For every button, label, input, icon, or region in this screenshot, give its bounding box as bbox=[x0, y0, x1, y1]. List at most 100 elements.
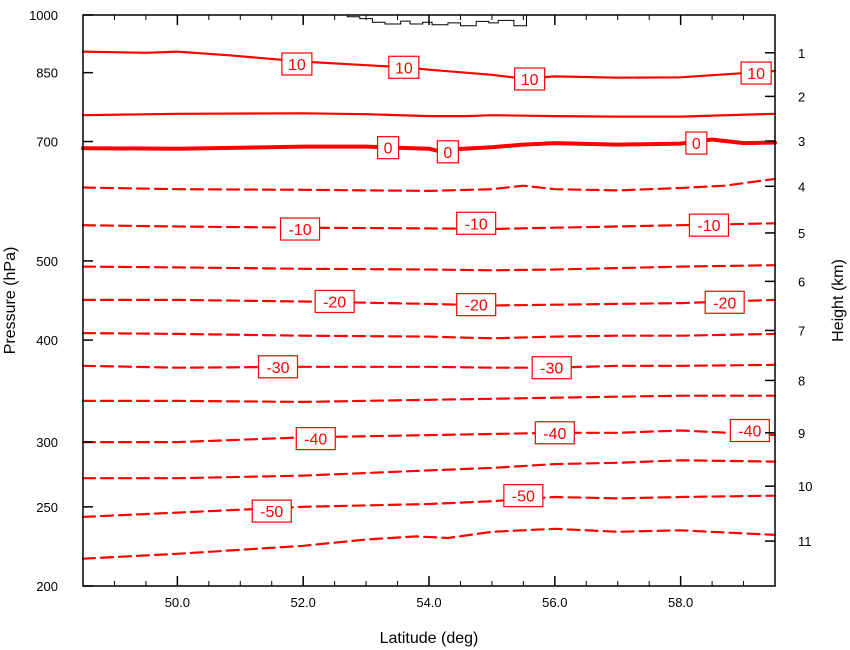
contour-line bbox=[81, 298, 777, 307]
contour-label-text: -20 bbox=[323, 294, 346, 311]
contour-label-text: -10 bbox=[465, 216, 488, 233]
contour-label-box bbox=[295, 427, 336, 451]
contour-line bbox=[81, 394, 777, 403]
height-tick-label: 4 bbox=[798, 179, 805, 194]
contour-label-text: 10 bbox=[747, 66, 765, 83]
contour-label-box bbox=[740, 61, 772, 85]
contour-line bbox=[81, 50, 777, 80]
height-tick-label: 6 bbox=[798, 274, 805, 289]
contour-label: 10 bbox=[514, 67, 546, 91]
height-axis-title: Height (km) bbox=[830, 259, 847, 342]
pressure-tick-label: 700 bbox=[36, 135, 58, 150]
height-tick-label: 11 bbox=[798, 534, 812, 549]
contour-label-text: -10 bbox=[288, 222, 311, 239]
contour-label: -40 bbox=[534, 421, 575, 445]
contour-line bbox=[81, 222, 777, 231]
contour-line bbox=[81, 332, 777, 340]
contour-label-text: -40 bbox=[304, 432, 327, 449]
contour-label: 10 bbox=[740, 61, 772, 85]
contour-label-text: -50 bbox=[512, 489, 535, 506]
contour-label-box bbox=[281, 52, 313, 76]
contour-label-text: 0 bbox=[384, 141, 393, 158]
contour-label-box bbox=[729, 418, 770, 443]
contour-label-box bbox=[685, 131, 708, 155]
contour-label-text: -30 bbox=[266, 360, 289, 377]
contour-line bbox=[81, 459, 777, 480]
contour-label-text: -50 bbox=[260, 504, 283, 521]
contour-label-box bbox=[314, 289, 355, 314]
x-tick-label: 50.0 bbox=[165, 595, 190, 610]
plot-frame bbox=[82, 14, 776, 587]
contour-label-box bbox=[688, 213, 730, 237]
contour-label: -10 bbox=[456, 211, 497, 235]
contour-label: 0 bbox=[685, 131, 708, 155]
contour-label-box bbox=[251, 499, 292, 523]
contour-label-text: 10 bbox=[288, 57, 306, 74]
contour-label: 0 bbox=[436, 140, 459, 164]
contour-label-text: -10 bbox=[697, 218, 720, 235]
x-tick-label: 56.0 bbox=[542, 595, 567, 610]
x-axis-title: Latitude (deg) bbox=[380, 630, 479, 647]
contour-line bbox=[81, 494, 777, 518]
contour-label-box bbox=[436, 140, 459, 164]
contour-label: -50 bbox=[503, 484, 544, 508]
contour-label-box bbox=[456, 211, 497, 235]
contour-label: -50 bbox=[251, 499, 292, 523]
contour-label: -20 bbox=[704, 290, 745, 314]
contour-label-text: -20 bbox=[465, 298, 488, 315]
x-axis: 50.0 52.0 54.0 56.0 58.0 bbox=[82, 15, 776, 610]
pressure-axis: 200 250 300 400 500 700 850 1000 bbox=[29, 8, 93, 594]
height-tick-label: 10 bbox=[798, 479, 812, 494]
contour-line bbox=[81, 264, 777, 272]
contour-line bbox=[81, 112, 777, 118]
contour-line bbox=[81, 363, 777, 369]
contour-label: -30 bbox=[531, 356, 572, 380]
pressure-tick-label: 850 bbox=[36, 66, 58, 81]
pressure-tick-label: 500 bbox=[36, 254, 58, 269]
contour-line bbox=[81, 527, 777, 560]
contour-label-box bbox=[514, 67, 546, 91]
contour-label: -40 bbox=[729, 418, 770, 443]
pressure-tick-label: 1000 bbox=[29, 8, 58, 23]
contour-label-text: 10 bbox=[395, 60, 413, 77]
contour-label: -20 bbox=[456, 293, 497, 317]
contour-label-box bbox=[377, 136, 400, 160]
contour-line bbox=[81, 429, 777, 444]
contour-line bbox=[81, 177, 777, 192]
contour-label: 10 bbox=[281, 52, 313, 76]
contour-label-box bbox=[279, 217, 321, 241]
contour-label: -20 bbox=[314, 289, 355, 314]
contour-label-box bbox=[257, 355, 299, 379]
contour-label-text: 0 bbox=[443, 145, 452, 162]
contour-label-box bbox=[388, 55, 420, 79]
contour-label: 0 bbox=[377, 136, 400, 160]
x-tick-label: 54.0 bbox=[416, 595, 441, 610]
terrain-outline bbox=[346, 15, 527, 27]
x-tick-label: 52.0 bbox=[291, 595, 316, 610]
height-tick-label: 2 bbox=[798, 89, 805, 104]
pressure-tick-label: 400 bbox=[36, 333, 58, 348]
height-tick-label: 9 bbox=[798, 426, 805, 441]
contour-label-text: -30 bbox=[540, 361, 563, 378]
height-tick-label: 7 bbox=[798, 323, 805, 338]
height-tick-label: 5 bbox=[798, 226, 805, 241]
contour-label-box bbox=[704, 290, 745, 314]
contour-line bbox=[81, 137, 777, 154]
contour-label-text: -40 bbox=[543, 426, 566, 443]
pressure-tick-label: 200 bbox=[36, 579, 58, 594]
contour-label-text: -40 bbox=[738, 424, 761, 441]
pressure-tick-label: 250 bbox=[36, 500, 58, 515]
height-tick-label: 3 bbox=[798, 134, 805, 149]
contour-label-text: 0 bbox=[692, 136, 701, 153]
terrain bbox=[346, 15, 527, 27]
pressure-tick-label: 300 bbox=[36, 435, 58, 450]
height-tick-label: 8 bbox=[798, 373, 805, 388]
contour-label-text: 10 bbox=[521, 72, 539, 89]
contour-label: -10 bbox=[688, 213, 730, 237]
x-tick-label: 58.0 bbox=[668, 595, 693, 610]
contours bbox=[81, 50, 777, 560]
height-tick-label: 1 bbox=[798, 46, 805, 61]
contour-label-box bbox=[534, 421, 575, 445]
contour-label: -10 bbox=[279, 217, 321, 241]
